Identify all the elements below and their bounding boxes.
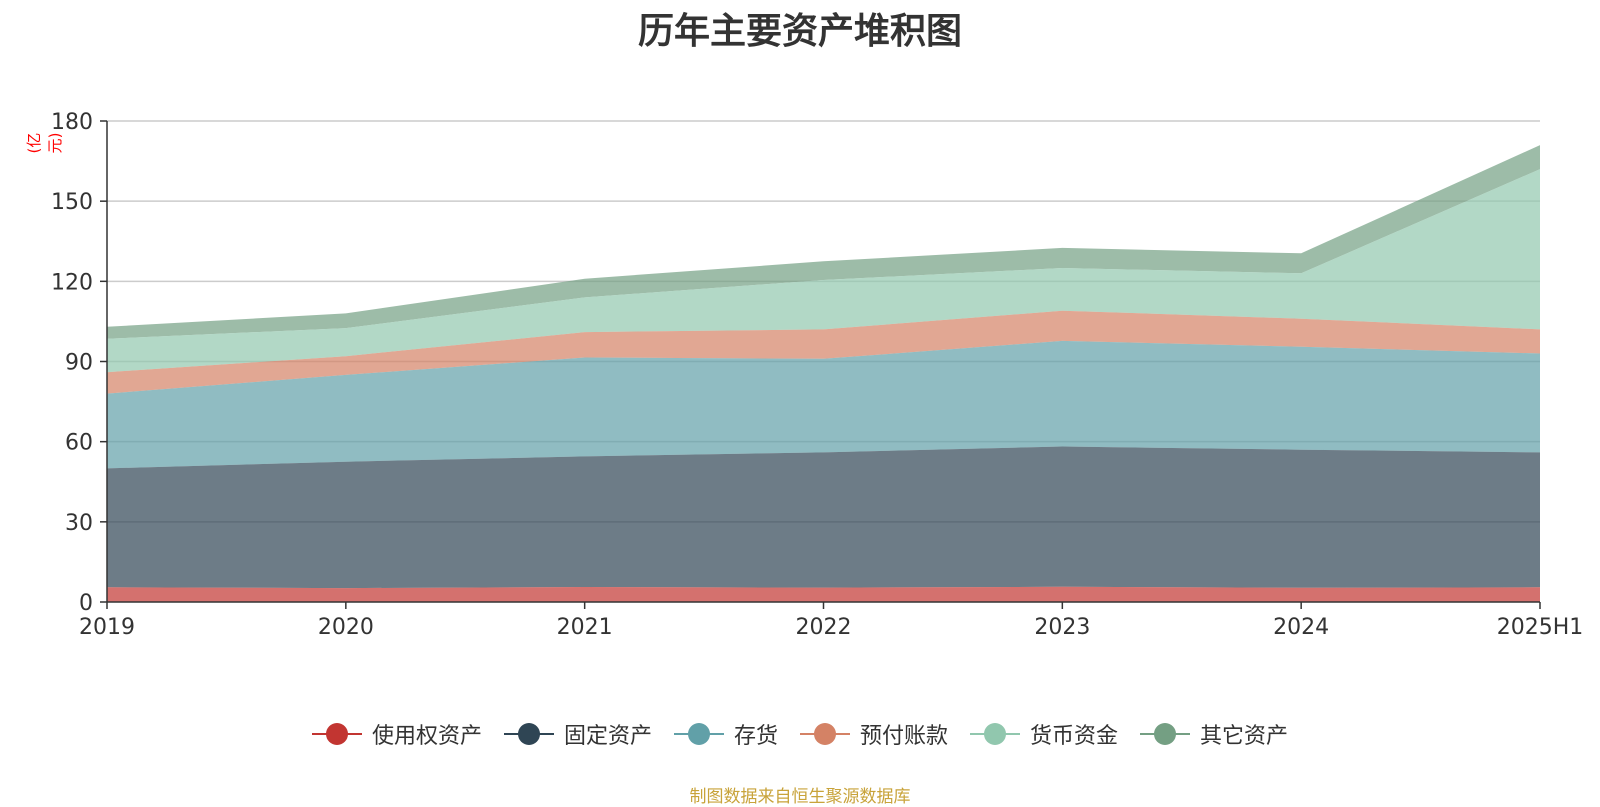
- legend-item-5[interactable]: 其它资产: [1140, 718, 1288, 750]
- x-tick-label: 2020: [318, 615, 374, 640]
- y-tick-label: 180: [51, 110, 93, 135]
- y-tick-label: 120: [51, 270, 93, 295]
- x-tick-label: 2022: [796, 615, 852, 640]
- legend-item-0[interactable]: 使用权资产: [311, 718, 482, 750]
- legend-swatch: [311, 723, 362, 745]
- legend-swatch: [800, 723, 850, 745]
- legend-label: 预付账款: [860, 724, 949, 749]
- x-tick-label: 2019: [79, 615, 135, 640]
- area-2: [107, 340, 1540, 469]
- legend-swatch: [673, 723, 724, 745]
- area-3: [107, 310, 1540, 394]
- legend-item-4[interactable]: 货币资金: [970, 718, 1118, 750]
- x-tick-label: 2024: [1273, 615, 1329, 640]
- y-tick-label: 0: [79, 591, 93, 616]
- area-1: [107, 446, 1540, 589]
- data-source-note: 制图数据来自恒生聚源数据库: [689, 787, 911, 807]
- legend-item-2[interactable]: 存货: [673, 718, 778, 750]
- y-tick-label: 150: [51, 190, 93, 215]
- area-0: [107, 586, 1540, 602]
- x-tick-label: 2025H1: [1497, 615, 1584, 640]
- y-tick-label: 90: [65, 351, 93, 376]
- legend-swatch: [1140, 723, 1191, 745]
- legend-label: 固定资产: [563, 724, 652, 749]
- y-tick-label: 30: [65, 511, 93, 536]
- x-tick-label: 2023: [1034, 615, 1090, 640]
- legend-label: 存货: [733, 724, 778, 749]
- y-tick-label: 60: [65, 431, 93, 456]
- y-axis-unit: (亿元): [25, 132, 64, 154]
- legend-label: 货币资金: [1030, 724, 1119, 749]
- legend-label: 其它资产: [1200, 724, 1289, 749]
- legend: 使用权资产 固定资产 存货 预付账款 货币资金 其它资产: [0, 718, 1600, 750]
- area-5: [107, 145, 1540, 339]
- plot-area: 0 30 60 90 120 150 180 2019 2020 2021 2022 2023 202…: [51, 110, 1583, 640]
- legend-item-3[interactable]: 预付账款: [800, 718, 948, 750]
- legend-label: 使用权资产: [371, 724, 482, 749]
- x-tick-labels: 2019 2020 2021 2022 2023 2024 2025H1: [79, 602, 1583, 640]
- legend-swatch: [503, 723, 554, 745]
- area-series: [107, 145, 1540, 602]
- x-tick-label: 2021: [557, 615, 613, 640]
- chart-title: 历年主要资产堆积图: [637, 11, 962, 52]
- legend-item-1[interactable]: 固定资产: [503, 718, 652, 750]
- y-tick-labels: 0 30 60 90 120 150 180: [51, 110, 107, 616]
- area-4: [107, 169, 1540, 373]
- legend-swatch: [970, 723, 1021, 745]
